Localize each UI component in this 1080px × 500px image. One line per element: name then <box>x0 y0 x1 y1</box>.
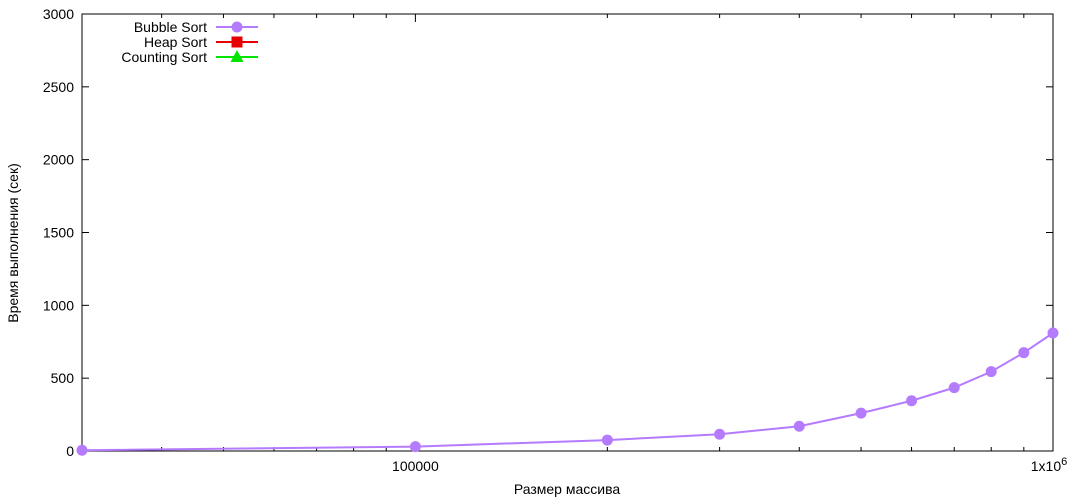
x-tick-label: 1x106 <box>1031 456 1067 474</box>
legend-marker <box>230 50 244 62</box>
y-tick-label: 2500 <box>43 79 74 95</box>
data-point-bubble-sort <box>1047 327 1059 339</box>
plot-frame <box>81 13 1054 452</box>
legend-label: Bubble Sort <box>134 19 207 35</box>
legend-marker <box>231 21 243 33</box>
legend-label: Counting Sort <box>121 49 207 65</box>
data-point-bubble-sort <box>601 434 613 446</box>
plot-area <box>81 13 1054 452</box>
legend-marker <box>231 36 243 48</box>
data-point-bubble-sort <box>948 382 960 394</box>
x-tick-label: 100000 <box>392 458 439 474</box>
series-line-bubble-sort <box>81 332 1054 452</box>
legend-label: Heap Sort <box>144 34 207 50</box>
y-tick-label: 1500 <box>43 225 74 241</box>
y-axis-label: Время выполнения (сек) <box>5 163 21 323</box>
data-point-bubble-sort <box>714 428 726 440</box>
series-layer <box>76 327 1059 456</box>
axes: 0 500 1000 1500 2000 2500 3000 100000 1x106 <box>43 6 1067 474</box>
y-tick-label: 2000 <box>43 152 74 168</box>
series-bubble-sort <box>76 327 1059 456</box>
data-point-bubble-sort <box>985 366 997 378</box>
data-point-bubble-sort <box>1018 347 1030 359</box>
y-tick-label: 1000 <box>43 297 74 313</box>
data-point-bubble-sort <box>76 444 88 456</box>
y-tick-label: 3000 <box>43 6 74 22</box>
data-point-bubble-sort <box>855 407 867 419</box>
legend-entry-heap-sort: Heap Sort <box>144 34 258 50</box>
x-tick-label-exponent: 6 <box>1061 456 1067 468</box>
legend-entry-bubble-sort: Bubble Sort <box>134 19 258 35</box>
data-point-bubble-sort <box>793 420 805 432</box>
x-axis-label: Размер массива <box>514 481 621 497</box>
y-tick-label: 0 <box>66 443 74 459</box>
y-tick-label: 500 <box>51 370 75 386</box>
data-point-bubble-sort <box>409 441 421 453</box>
data-point-bubble-sort <box>906 395 918 407</box>
legend-entry-counting-sort: Counting Sort <box>121 49 258 65</box>
